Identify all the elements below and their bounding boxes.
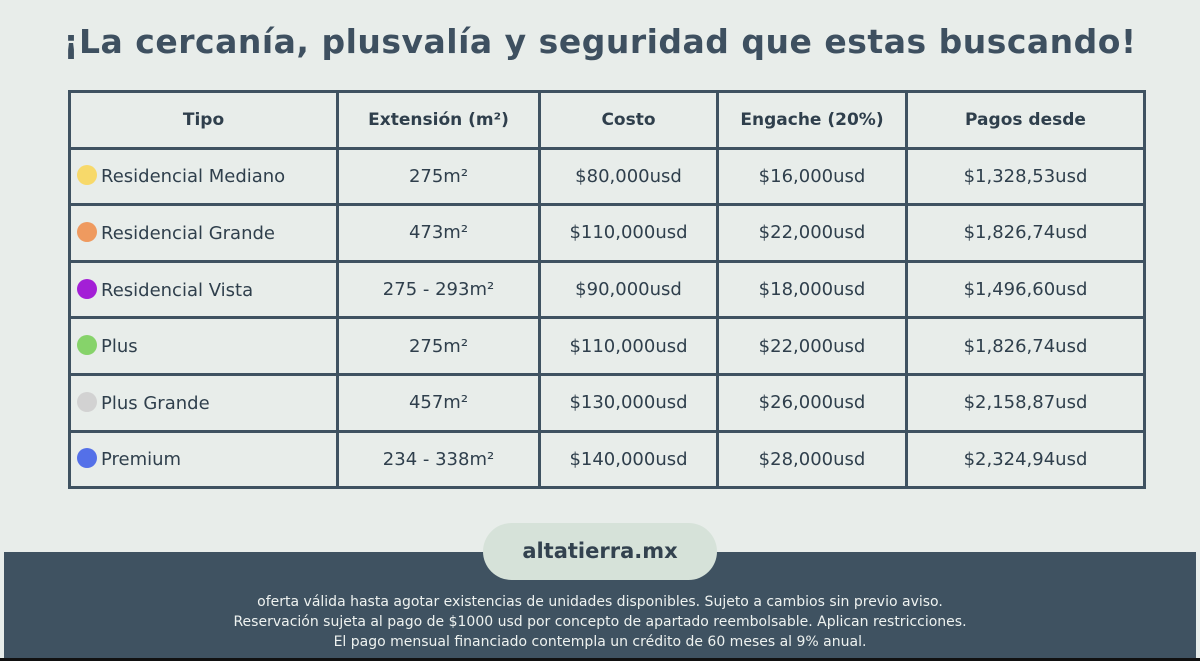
tipo-cell: Residencial Mediano [68,146,339,207]
tipo-label: Plus [101,336,138,358]
table-row: Plus Grande 457m² $130,000usd $26,000usd… [68,372,1146,433]
costo-cell: $110,000usd [538,203,719,263]
tipo-label: Plus Grande [101,392,210,414]
enganche-cell: $16,000usd [716,146,908,207]
pagos-cell: $1,328,53usd [905,146,1146,207]
page-title: ¡La cercanía, plusvalía y seguridad que … [63,22,1137,61]
column-header-tipo: Tipo [68,90,339,150]
extension-cell: 275m² [336,316,541,376]
tipo-cell: Premium [68,429,339,490]
color-dot-icon [77,221,97,242]
tipo-cell: Residencial Grande [68,203,339,263]
table-row: Residencial Mediano 275m² $80,000usd $16… [68,146,1146,207]
bottom-border [0,658,1200,661]
column-header-enganche: Engache (20%) [716,90,908,150]
pagos-cell: $1,496,60usd [905,259,1146,320]
disclaimer-line: Reservación sujeta al pago de $1000 usd … [233,614,967,630]
tipo-label: Residencial Mediano [101,166,286,188]
color-dot-icon [77,278,97,299]
color-dot-icon [77,391,97,412]
costo-cell: $90,000usd [538,259,719,320]
tipo-label: Residencial Vista [101,279,254,301]
color-dot-icon [77,335,97,356]
color-dot-icon [77,448,97,469]
costo-cell: $80,000usd [538,146,719,207]
enganche-cell: $22,000usd [716,316,908,376]
disclaimer-line: oferta válida hasta agotar existencias d… [257,594,943,610]
table-header-row: Tipo Extensión (m²) Costo Engache (20%) … [68,90,1146,150]
enganche-cell: $18,000usd [716,259,908,320]
pricing-table: Tipo Extensión (m²) Costo Engache (20%) … [68,90,1146,490]
table-row: Residencial Vista 275 - 293m² $90,000usd… [68,259,1146,320]
enganche-cell: $26,000usd [716,372,908,433]
table-row: Plus 275m² $110,000usd $22,000usd $1,826… [68,316,1146,376]
website-link[interactable]: altatierra.mx [483,523,717,580]
pagos-cell: $1,826,74usd [905,316,1146,376]
disclaimer-line: El pago mensual financiado contempla un … [333,634,867,650]
column-header-costo: Costo [538,90,719,150]
tipo-cell: Plus [68,316,339,376]
color-dot-icon [77,165,97,186]
column-header-extension: Extensión (m²) [336,90,541,150]
tipo-cell: Residencial Vista [68,259,339,320]
column-header-pagos: Pagos desde [905,90,1146,150]
extension-cell: 234 - 338m² [336,429,541,490]
extension-cell: 457m² [336,372,541,433]
enganche-cell: $28,000usd [716,429,908,490]
extension-cell: 275 - 293m² [336,259,541,320]
pagos-cell: $1,826,74usd [905,203,1146,263]
tipo-label: Residencial Grande [101,222,275,244]
table-row: Premium 234 - 338m² $140,000usd $28,000u… [68,429,1146,490]
pagos-cell: $2,158,87usd [905,372,1146,433]
costo-cell: $130,000usd [538,372,719,433]
extension-cell: 473m² [336,203,541,263]
costo-cell: $140,000usd [538,429,719,490]
disclaimer-notes: oferta válida hasta agotar existencias d… [4,592,1196,652]
enganche-cell: $22,000usd [716,203,908,263]
tipo-label: Premium [101,449,182,471]
tipo-cell: Plus Grande [68,372,339,433]
pagos-cell: $2,324,94usd [905,429,1146,490]
table-row: Residencial Grande 473m² $110,000usd $22… [68,203,1146,263]
costo-cell: $110,000usd [538,316,719,376]
extension-cell: 275m² [336,146,541,207]
